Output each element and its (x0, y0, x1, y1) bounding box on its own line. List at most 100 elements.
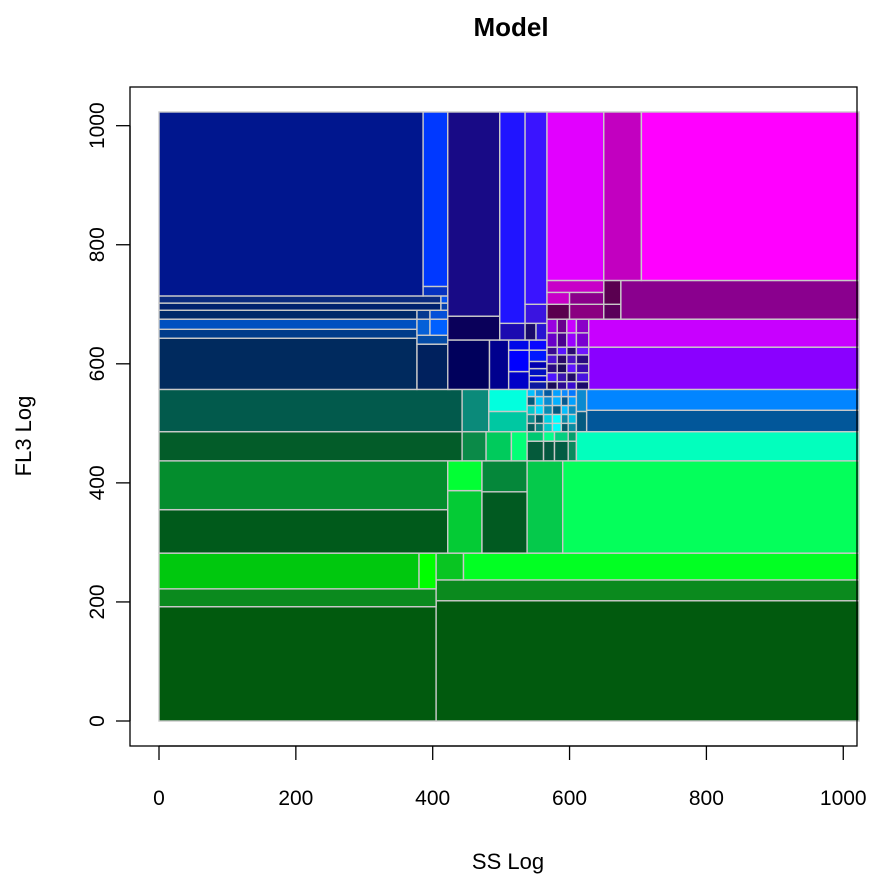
heatmap-cell (534, 395, 545, 407)
x-tick-label: 400 (415, 787, 450, 810)
y-axis: 0 200 400 600 800 1000 (86, 102, 131, 727)
heatmap-cell (528, 339, 548, 351)
y-tick-label: 600 (86, 346, 109, 381)
heatmap-cell (562, 460, 860, 554)
heatmap-cell (524, 111, 548, 305)
heatmap-cell (566, 354, 578, 365)
heatmap-cell (566, 363, 578, 374)
heatmap-cell (575, 332, 590, 348)
heatmap-cell (447, 489, 483, 554)
heatmap-cell (551, 404, 563, 416)
heatmap-cell (556, 346, 568, 356)
heatmap-cell (158, 295, 442, 304)
heatmap-cell (461, 388, 490, 433)
heatmap-cell (556, 372, 568, 383)
heatmap-cell (524, 322, 537, 341)
heatmap-cell (158, 588, 437, 608)
y-axis-label: FL3 Log (11, 396, 36, 477)
y-tick-label: 200 (86, 584, 109, 619)
heatmap-cell (447, 111, 501, 317)
heatmap-cell (566, 346, 578, 356)
heatmap-cell (528, 349, 548, 363)
heatmap-cell (566, 372, 578, 383)
heatmap-cell (585, 409, 860, 433)
heatmap-cell (575, 363, 590, 374)
heatmap-cell (620, 279, 860, 320)
heatmap-cell (158, 430, 463, 462)
heatmap-cell (528, 380, 548, 391)
heatmap-cell (528, 375, 548, 383)
heatmap-cell (566, 318, 578, 334)
heatmap-cell (507, 349, 530, 373)
heatmap-cell (575, 410, 588, 433)
x-tick-label: 600 (552, 787, 587, 810)
heatmap-cell (481, 460, 528, 493)
heatmap-cell (447, 315, 501, 341)
x-axis: 0 200 400 600 800 1000 (153, 745, 867, 810)
y-tick-label: 800 (86, 227, 109, 262)
heatmap-cell (546, 363, 558, 374)
heatmap-cell (546, 303, 571, 320)
heatmap-cell (534, 404, 545, 416)
heatmap-cell (510, 430, 528, 462)
heatmap-cell (567, 395, 578, 407)
heatmap-cell (551, 413, 563, 425)
heatmap-cell (534, 422, 545, 433)
y-tick-label: 1000 (86, 102, 109, 149)
heatmap-cell (546, 372, 558, 383)
heatmap-cell (567, 388, 578, 398)
heatmap-cell (566, 332, 578, 348)
heatmap-cell (485, 430, 513, 462)
heatmap-cell (551, 395, 563, 407)
heatmap-cell (528, 360, 548, 370)
heatmap-cell (560, 395, 569, 407)
chart-title: Model (473, 12, 548, 42)
y-tick-label: 400 (86, 465, 109, 500)
heatmap-cell (462, 552, 860, 581)
heatmap-cell (158, 309, 418, 320)
heatmap-cell (526, 404, 537, 416)
heatmap-cell (499, 111, 526, 325)
heatmap-cell (575, 318, 590, 334)
heatmap-cell (542, 395, 554, 407)
heatmap-cell (556, 354, 568, 365)
heatmap-cell (422, 111, 449, 288)
heatmap-cell (422, 285, 449, 297)
heatmap-cell (546, 332, 558, 348)
heatmap-cell (553, 440, 569, 462)
heatmap-cell (546, 279, 605, 294)
heatmap-cell (499, 322, 526, 341)
heatmap-cell (556, 363, 568, 374)
heatmap-cell (575, 346, 590, 356)
heatmap-cell (481, 491, 528, 554)
heatmap-cell (542, 413, 554, 425)
heatmap-cell (488, 388, 528, 413)
heatmap-cell (158, 328, 418, 339)
heatmap-cell (158, 302, 442, 311)
heatmap-cell (603, 303, 622, 320)
y-tick-label: 0 (86, 715, 109, 727)
heatmap-cell (526, 413, 537, 425)
heatmap-cell (551, 388, 563, 398)
heatmap-cell (588, 318, 860, 348)
heatmap-cell (556, 332, 568, 348)
heatmap-cell (528, 367, 548, 377)
heatmap-cell (158, 460, 449, 511)
heatmap-cell (566, 380, 578, 391)
heatmap-cell (435, 600, 860, 722)
heatmap-cell (524, 303, 548, 325)
heatmap-cell (435, 579, 860, 602)
heatmap-cell (429, 318, 451, 336)
heatmap-cell (575, 372, 590, 383)
heatmap-cell (526, 388, 537, 398)
heatmap-cell (560, 413, 569, 425)
heatmap-cell (546, 354, 558, 365)
heatmap-cell (534, 388, 545, 398)
heatmap-cell (585, 388, 860, 411)
heatmap-cell (567, 430, 578, 442)
heatmap-cell (435, 552, 465, 581)
heatmap-cell (551, 422, 563, 433)
heatmap-cell (542, 440, 556, 462)
heatmap-cell (560, 422, 569, 433)
